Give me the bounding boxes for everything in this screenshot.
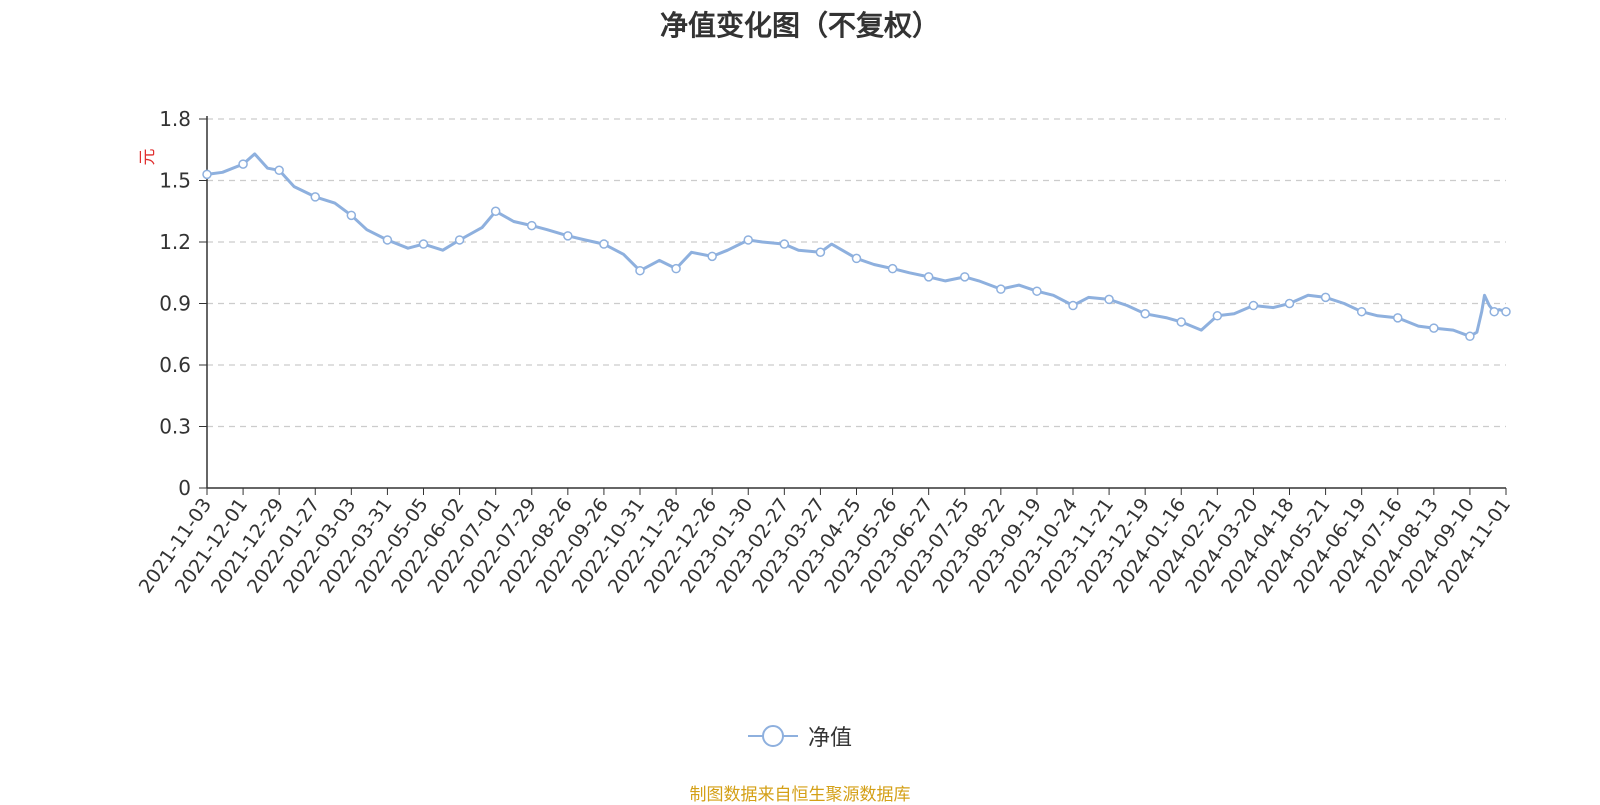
data-point-marker [274,165,284,175]
y-tick-label: 0.9 [159,292,191,316]
data-point-marker [1465,331,1475,342]
data-point-marker [743,235,753,245]
y-axis-unit-label: 元 [138,149,158,166]
data-point-marker [1212,311,1223,321]
data-point-marker [887,263,898,274]
data-point-marker [851,253,862,264]
y-tick-label: 1.8 [159,107,191,131]
data-point-marker [202,169,212,180]
data-point-marker [1104,294,1114,305]
legend[interactable]: 净值 [0,720,1600,760]
data-point-marker [707,251,717,262]
data-point-marker [635,265,645,276]
data-point-marker [923,272,934,282]
data-point-marker [490,206,501,216]
data-point-marker [1429,323,1439,333]
legend-line-circle-icon [747,725,798,747]
chart-title: 净值变化图（不复权） [659,9,940,42]
data-point-marker [599,239,609,249]
y-tick-label: 1.5 [159,169,191,193]
series-line-nav [206,152,1507,338]
data-point-marker [382,235,393,245]
data-point-marker [671,263,681,274]
data-point-marker [1320,292,1331,303]
data-point-marker [346,210,357,221]
data-point-marker [1501,306,1511,317]
data-point-marker [1489,306,1499,317]
data-point-marker [238,159,248,169]
data-point-marker [815,247,826,257]
data-point-marker [418,239,429,249]
y-tick-label: 0.3 [159,415,191,439]
y-tick-label: 0.6 [159,353,191,377]
data-point-marker [1248,300,1259,311]
legend-label: 净值 [807,726,852,751]
y-tick-label: 1.2 [159,230,191,254]
data-point-marker [996,284,1006,294]
data-point-marker [1176,317,1186,327]
data-point-marker [1393,313,1403,323]
data-point-marker [960,272,970,282]
data-point-marker [1356,306,1367,317]
source-note: 制图数据来自恒生聚源数据库 [689,785,911,805]
data-point-marker [779,239,790,249]
data-point-marker [1068,300,1078,311]
data-point-marker [1284,298,1295,309]
data-point-marker [527,220,537,231]
data-point-marker [454,235,465,245]
y-tick-label: 0 [178,476,191,500]
data-point-marker [1032,286,1042,296]
data-point-marker [563,231,573,241]
data-point-marker [310,192,320,202]
data-point-marker [1140,309,1150,319]
